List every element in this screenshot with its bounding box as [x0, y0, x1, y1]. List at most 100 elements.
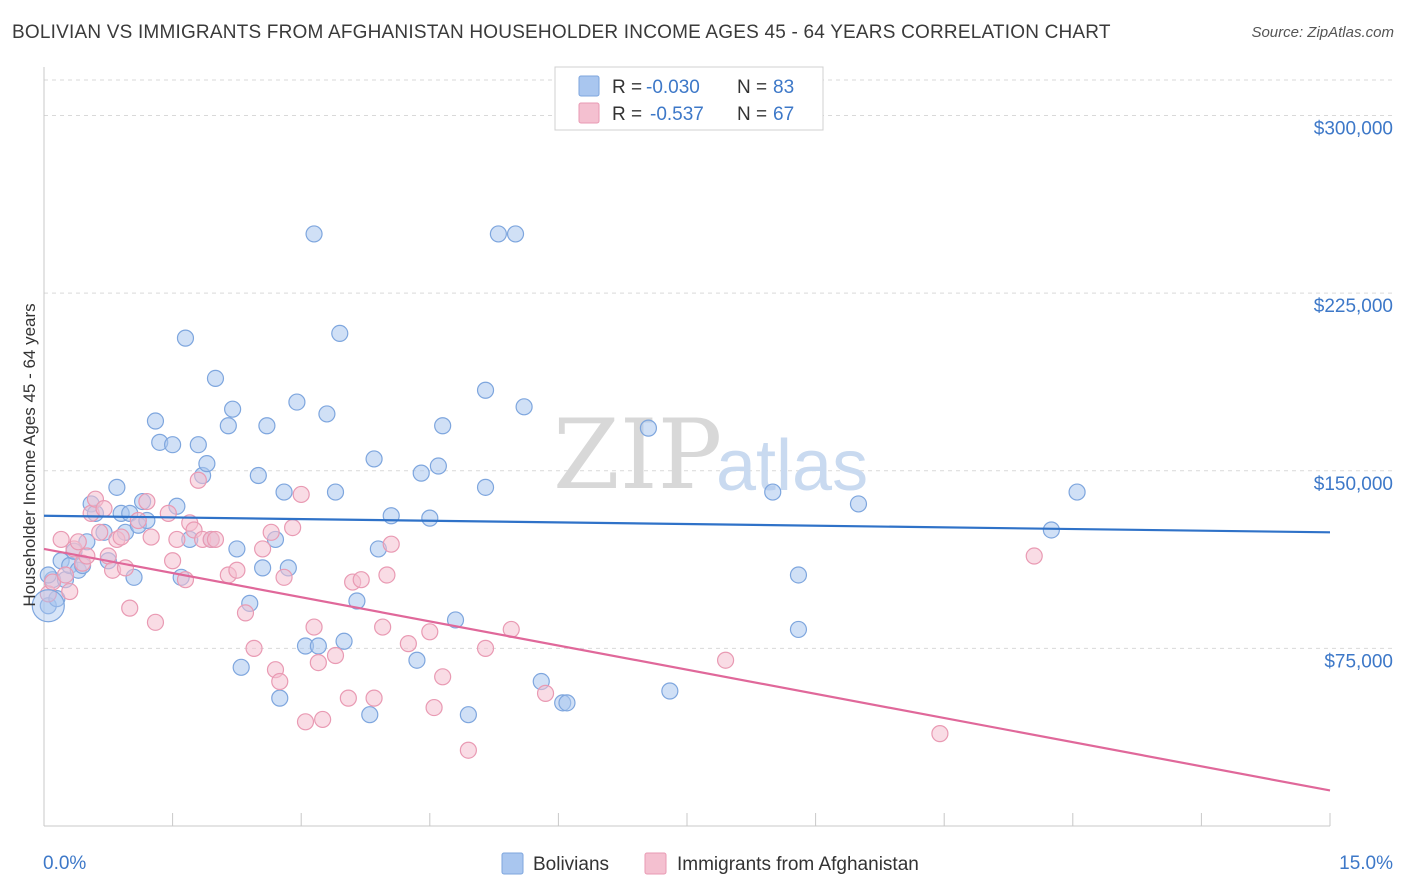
- point-bolivians: [232, 658, 250, 676]
- point-afghanistan: [314, 710, 332, 729]
- point-bolivians: [249, 466, 267, 485]
- legend-r-label-2: R =: [612, 104, 642, 125]
- point-bolivians: [661, 682, 679, 700]
- point-bolivians: [421, 509, 439, 527]
- grid: [44, 79, 1395, 649]
- y-tick-label: $300,000: [1314, 119, 1393, 140]
- y-tick-label: $75,000: [1324, 651, 1393, 672]
- bottom-legend-swatch-bolivians: [501, 852, 524, 875]
- point-afghanistan: [292, 485, 310, 504]
- point-bolivians: [506, 225, 525, 243]
- legend-swatch-bolivians: [578, 75, 600, 97]
- x-tick-label-min: 0.0%: [43, 853, 86, 874]
- axes: [43, 67, 1331, 827]
- point-afghanistan: [168, 530, 186, 549]
- point-bolivians: [789, 620, 808, 639]
- point-afghanistan: [254, 540, 272, 558]
- point-bolivians: [189, 436, 207, 454]
- point-bolivians: [764, 483, 782, 501]
- point-bolivians: [459, 706, 477, 724]
- point-bolivians: [558, 694, 576, 712]
- point-afghanistan: [138, 492, 156, 511]
- point-bolivians: [146, 412, 165, 430]
- y-tick-labels: $75,000 $150,000 $225,000 $300,000: [1314, 119, 1393, 673]
- point-afghanistan: [52, 530, 70, 549]
- point-bolivians: [515, 398, 533, 416]
- point-bolivians: [408, 651, 426, 669]
- point-afghanistan: [112, 528, 130, 546]
- point-afghanistan: [305, 618, 323, 636]
- legend-n-label-1: N =: [737, 77, 767, 98]
- point-afghanistan: [146, 613, 165, 631]
- point-afghanistan: [421, 623, 439, 641]
- point-bolivians: [224, 400, 242, 418]
- point-bolivians: [275, 483, 293, 501]
- point-afghanistan: [95, 500, 113, 518]
- point-afghanistan: [262, 523, 280, 541]
- point-afghanistan: [61, 582, 79, 601]
- point-afghanistan: [189, 471, 207, 489]
- legend-r-label-1: R =: [612, 77, 642, 98]
- point-bolivians: [476, 478, 495, 496]
- point-afghanistan: [228, 561, 246, 579]
- point-afghanistan: [296, 713, 315, 731]
- point-afghanistan: [378, 566, 396, 584]
- point-afghanistan: [425, 698, 443, 717]
- bottom-legend-bolivians: Bolivians: [533, 854, 609, 875]
- legend-n-value-1: 83: [773, 77, 794, 98]
- point-bolivians: [476, 381, 495, 399]
- point-afghanistan: [536, 684, 555, 702]
- y-tick-label: $225,000: [1314, 296, 1393, 317]
- point-afghanistan: [352, 571, 370, 589]
- point-bolivians: [258, 417, 276, 435]
- point-bolivians: [271, 689, 289, 707]
- point-bolivians: [348, 592, 366, 610]
- legend-r-value-1: -0.030: [646, 77, 700, 98]
- point-afghanistan: [284, 518, 302, 537]
- y-tick-label: $150,000: [1314, 474, 1393, 495]
- point-bolivians: [288, 393, 306, 411]
- point-afghanistan: [271, 672, 289, 691]
- point-afghanistan: [326, 646, 345, 665]
- watermark-zip: ZIP: [553, 399, 722, 511]
- point-afghanistan: [69, 533, 87, 551]
- bottom-legend: Bolivians Immigrants from Afghanistan: [501, 852, 919, 875]
- point-bolivians: [446, 611, 465, 629]
- point-bolivians: [849, 495, 868, 513]
- bottom-legend-afghanistan: Immigrants from Afghanistan: [677, 854, 919, 875]
- point-afghanistan: [1025, 547, 1043, 565]
- point-bolivians: [309, 637, 327, 655]
- point-bolivians: [365, 450, 383, 468]
- point-afghanistan: [459, 741, 477, 759]
- point-bolivians: [176, 329, 195, 347]
- point-afghanistan: [399, 635, 417, 653]
- point-afghanistan: [716, 651, 735, 669]
- point-afghanistan: [56, 566, 75, 584]
- point-bolivians: [1068, 483, 1086, 501]
- watermark: ZIP atlas: [553, 399, 868, 511]
- point-bolivians: [361, 706, 379, 724]
- point-bolivians: [198, 455, 216, 473]
- point-bolivians: [164, 436, 182, 454]
- point-bolivians: [206, 369, 225, 387]
- point-afghanistan: [121, 599, 139, 617]
- point-bolivians: [228, 540, 246, 558]
- trend-line-bolivians: [43, 514, 1331, 534]
- point-afghanistan: [339, 689, 357, 707]
- top-legend: R = -0.030 N = 83 R = -0.537 N = 67: [554, 66, 824, 131]
- point-bolivians: [1042, 521, 1060, 539]
- watermark-atlas: atlas: [716, 426, 868, 506]
- trend-line-afghanistan: [43, 547, 1331, 792]
- point-afghanistan: [206, 530, 225, 549]
- point-bolivians: [331, 324, 349, 343]
- trend-lines: [43, 514, 1331, 792]
- point-bolivians: [326, 483, 345, 501]
- legend-n-label-2: N =: [737, 104, 767, 125]
- point-afghanistan: [374, 618, 392, 636]
- point-bolivians: [789, 566, 808, 584]
- point-afghanistan: [931, 725, 949, 743]
- point-bolivians: [639, 419, 658, 437]
- point-bolivians: [434, 417, 452, 435]
- point-bolivians: [335, 632, 353, 650]
- point-afghanistan: [142, 528, 160, 546]
